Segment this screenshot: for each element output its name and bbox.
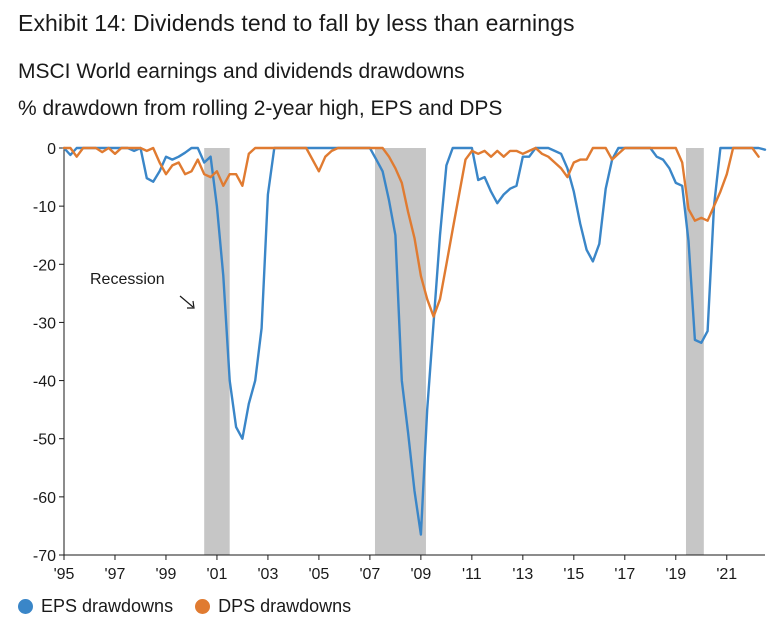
x-tick-label: '19 bbox=[665, 566, 686, 583]
x-tick-label: '03 bbox=[257, 566, 278, 583]
x-tick-label: '13 bbox=[512, 566, 533, 583]
legend: EPS drawdowns DPS drawdowns bbox=[18, 596, 373, 617]
y-tick-label: -40 bbox=[33, 374, 56, 391]
recession-annotation: Recession bbox=[90, 271, 195, 309]
series-line-dps bbox=[62, 146, 760, 318]
x-tick-label: '95 bbox=[54, 566, 75, 583]
x-tick-label: '11 bbox=[462, 566, 482, 583]
recession-bands bbox=[204, 148, 704, 555]
recession-annotation-arrowhead bbox=[187, 300, 195, 309]
x-tick-label: '09 bbox=[410, 566, 431, 583]
y-tick-label: -20 bbox=[33, 257, 56, 274]
x-tick-label: '07 bbox=[359, 566, 380, 583]
x-tick-label: '05 bbox=[308, 566, 329, 583]
recession-band-2 bbox=[685, 148, 704, 555]
series-lines bbox=[62, 146, 767, 536]
x-tick-label: '99 bbox=[156, 566, 177, 583]
legend-label-eps: EPS drawdowns bbox=[41, 596, 174, 616]
y-tick-label: -30 bbox=[33, 315, 56, 332]
y-tick-label: -70 bbox=[33, 548, 56, 565]
exhibit-title: Exhibit 14: Dividends tend to fall by le… bbox=[18, 10, 575, 36]
chart-subtitle: % drawdown from rolling 2-year high, EPS… bbox=[18, 97, 503, 120]
x-tick-label: '97 bbox=[105, 566, 126, 583]
axes: 0 -10 -20 -30 -40 -50 -60 -70'95 '97 '99 '01 '03 '05… bbox=[33, 141, 765, 583]
recession-annotation-label: Recession bbox=[90, 271, 165, 288]
x-tick-label: '01 bbox=[207, 566, 228, 583]
legend-item-eps: EPS drawdowns bbox=[18, 596, 173, 617]
legend-swatch-dps bbox=[195, 599, 211, 614]
chart-title: MSCI World earnings and dividends drawdo… bbox=[18, 60, 465, 83]
y-tick-label: -60 bbox=[33, 490, 56, 507]
x-tick-label: '15 bbox=[563, 566, 584, 583]
x-tick-label: '17 bbox=[614, 566, 635, 583]
legend-label-dps: DPS drawdowns bbox=[218, 596, 352, 616]
y-tick-label: -10 bbox=[33, 199, 56, 216]
x-tick-label: '21 bbox=[716, 566, 737, 583]
y-tick-label: 0 bbox=[47, 141, 56, 158]
legend-item-dps: DPS drawdowns bbox=[195, 596, 351, 617]
y-tick-label: -50 bbox=[33, 432, 56, 449]
legend-swatch-eps bbox=[18, 599, 33, 614]
recession-annotation-arrow bbox=[179, 295, 194, 308]
